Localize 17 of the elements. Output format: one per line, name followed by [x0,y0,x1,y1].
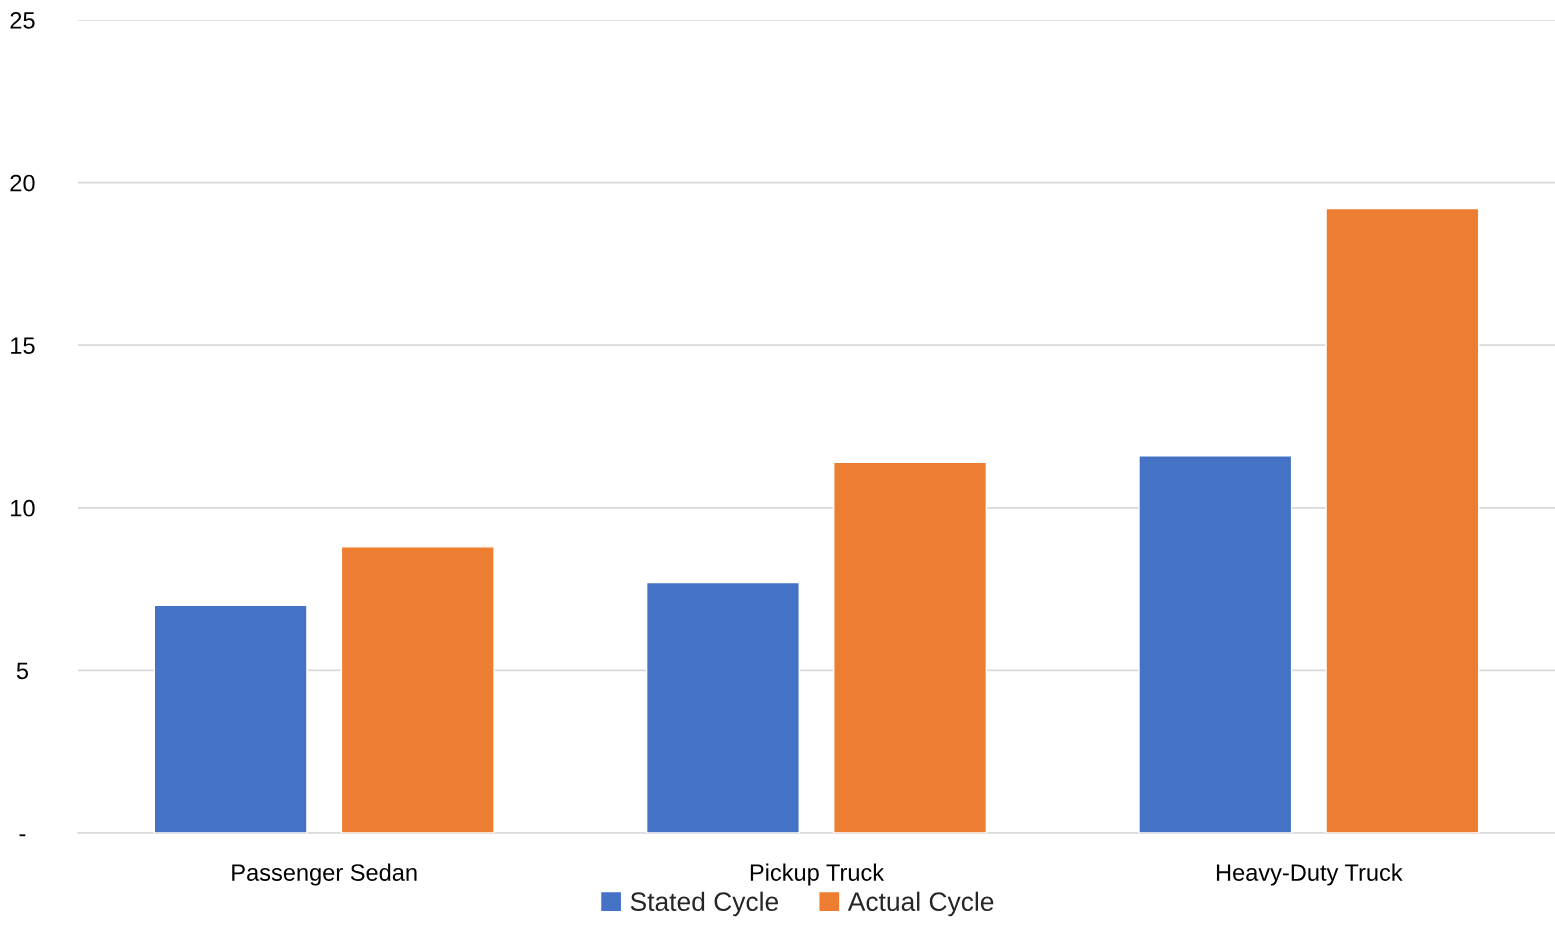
bar [340,546,495,833]
legend-label: Stated Cycle [630,891,779,917]
bar [833,461,988,833]
bar [153,604,308,833]
bar [1138,455,1293,833]
y-tick-label: 5 [16,662,29,680]
y-tick-label: - [19,834,26,837]
x-tick-label: Passenger Sedan [232,863,417,886]
y-tick-label: 10 [11,499,35,517]
y-tick-label: 20 [10,174,35,192]
x-tick-label: Heavy-Duty Truck [1216,863,1403,886]
bar [645,581,800,833]
y-tick-label: 15 [11,337,35,354]
y-tick-label: 25 [10,12,35,29]
legend-label: Actual Cycle [847,891,994,917]
x-tick-label: Pickup Truck [750,863,885,886]
bar [1325,207,1480,833]
